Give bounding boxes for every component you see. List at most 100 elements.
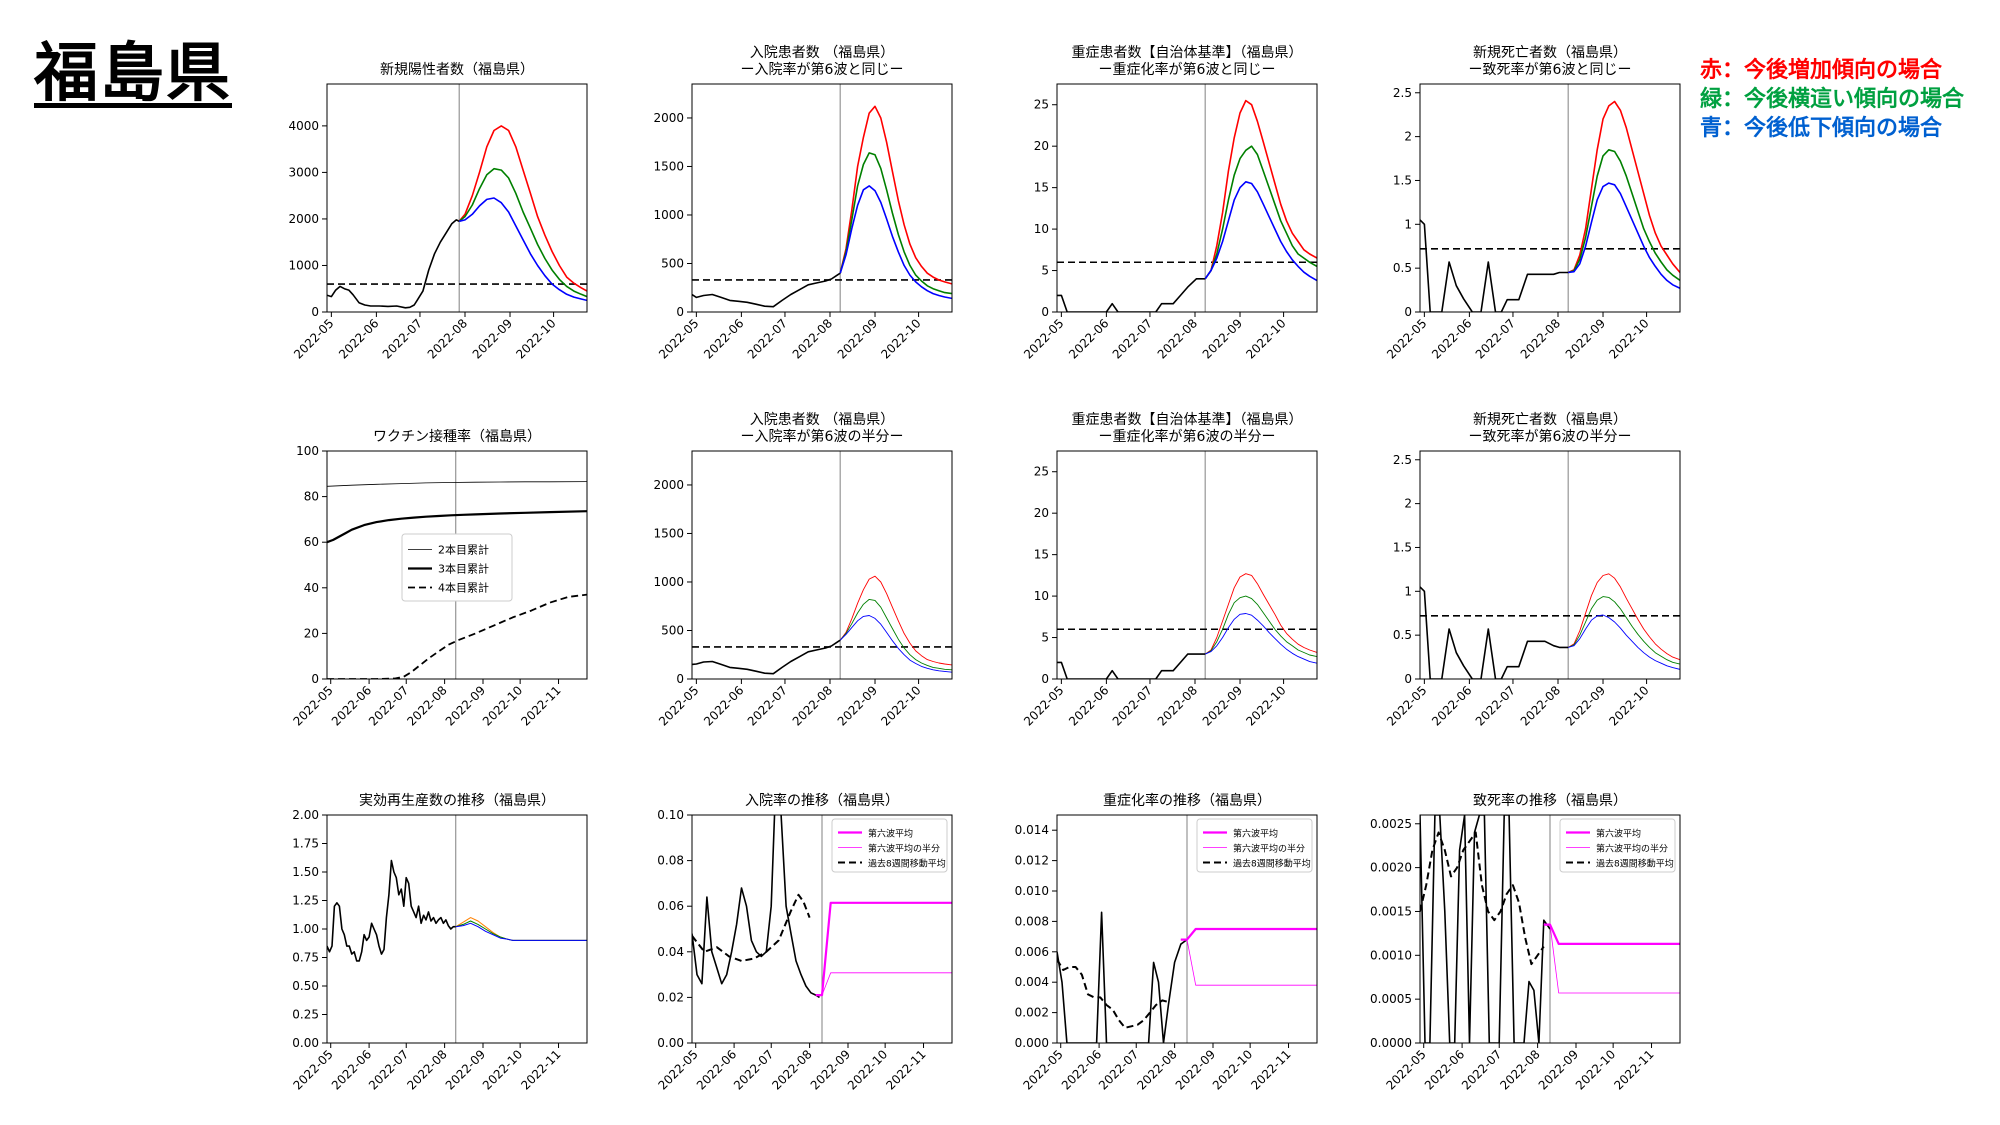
plot-area (1420, 451, 1680, 679)
x-tick-label: 2022-10 (845, 1047, 890, 1092)
plot-frame (1056, 814, 1318, 1044)
x-tick-label: 2022-05 (291, 316, 336, 361)
x-tick-label: 2022-08 (790, 316, 835, 361)
x-tick-label: 2022-10 (480, 1047, 525, 1092)
series-line-3 (1204, 181, 1317, 282)
y-tick-label: 1000 (288, 258, 319, 272)
x-tick-label: 2022-09 (443, 683, 488, 728)
plot-area (692, 815, 952, 1043)
x-tick-label: 2022-08 (1518, 683, 1563, 728)
x-tick-label: 2022-09 (1563, 316, 1608, 361)
chart-title: ワクチン接種率（福島県） (373, 428, 541, 445)
series-line-3 (839, 185, 952, 300)
x-tick-label: 2022-06 (329, 683, 374, 728)
y-tick-label: 10 (1034, 589, 1049, 603)
x-tick-label: 2022-06 (701, 316, 746, 361)
chart-title: ー重症化率が第6波の半分ー (1099, 428, 1276, 445)
plot-frame (1056, 450, 1318, 680)
x-tick-label: 2022-06 (1422, 1047, 1467, 1092)
series-line-2 (1567, 149, 1680, 282)
x-tick-label: 2022-10 (1606, 316, 1651, 361)
series-line-2 (458, 167, 587, 298)
chart-c8: 新規死亡者数（福島県）ー致死率が第6波の半分ー 0 0.5 1 1.5 2 2.5 2022-… (1384, 412, 1681, 729)
series-line-1 (458, 125, 587, 292)
x-tick-label: 2022-05 (656, 316, 701, 361)
chart-title: ー致死率が第6波の半分ー (1469, 428, 1632, 445)
x-tick-label: 2022-10 (878, 683, 923, 728)
series-line-3 (815, 972, 952, 996)
y-tick-label: 0.008 (1015, 914, 1049, 928)
x-tick-label: 2022-06 (336, 316, 381, 361)
y-tick-label: 25 (1034, 465, 1049, 479)
y-tick-label: 0 (676, 672, 684, 686)
plot-frame (1419, 83, 1681, 313)
chart-title: 入院率の推移（福島県） (745, 792, 899, 809)
chart-c6: 入院患者数 （福島県）ー入院率が第6波の半分ー 0 500 1000 1500 2000 2… (653, 412, 953, 729)
y-tick-label: 1.00 (292, 922, 319, 936)
series-line-2 (1543, 923, 1680, 946)
x-tick-label: 2022-10 (878, 316, 923, 361)
x-tick-label: 2022-09 (1563, 683, 1608, 728)
chart-title: 新規死亡者数（福島県） (1473, 412, 1627, 428)
series-line-3 (1568, 614, 1680, 670)
x-tick-label: 2022-09 (1173, 1047, 1218, 1092)
y-tick-label: 0.0010 (1370, 948, 1412, 962)
y-tick-label: 4000 (288, 119, 319, 133)
y-tick-label: 0.012 (1015, 854, 1049, 868)
series-line-1 (327, 510, 587, 544)
plot-area (1057, 815, 1317, 1043)
series-line-0 (1420, 219, 1569, 312)
y-tick-label: 5 (1041, 631, 1049, 645)
y-tick-label: 20 (304, 626, 319, 640)
y-tick-label: 40 (304, 581, 319, 595)
legend-label: 過去8週間移動平均 (868, 858, 946, 870)
legend-label: 第六波平均の半分 (1233, 843, 1305, 855)
legend-label: 第六波平均の半分 (1596, 843, 1668, 855)
series-line-2 (839, 152, 952, 295)
plot-frame (326, 83, 588, 313)
plot-area (1057, 451, 1317, 679)
x-tick-label: 2022-08 (1134, 1047, 1179, 1092)
y-tick-label: 1.25 (292, 894, 319, 908)
series-line-2 (1204, 145, 1317, 280)
series-line-0 (692, 639, 841, 675)
y-tick-label: 0.010 (1015, 884, 1049, 898)
legend-label: 第六波平均 (1596, 828, 1641, 840)
y-tick-label: 0.0015 (1370, 904, 1412, 918)
y-tick-label: 1 (1404, 584, 1412, 598)
plot-frame (1419, 814, 1681, 1044)
chart-title: 重症化率の推移（福島県） (1103, 792, 1271, 809)
series-line-1 (1420, 831, 1545, 966)
x-tick-label: 2022-09 (470, 316, 515, 361)
y-tick-label: 2000 (288, 212, 319, 226)
x-tick-label: 2022-11 (518, 1047, 563, 1092)
x-tick-label: 2022-09 (835, 316, 880, 361)
x-tick-label: 2022-06 (1066, 316, 1111, 361)
y-tick-label: 0.5 (1393, 261, 1412, 275)
series-line-0 (1420, 586, 1569, 679)
y-tick-label: 1.5 (1393, 173, 1412, 187)
plot-area (327, 84, 587, 312)
y-tick-label: 0.014 (1015, 823, 1049, 837)
plot-area (1420, 815, 1680, 1043)
y-tick-label: 25 (1034, 98, 1049, 112)
x-tick-label: 2022-10 (513, 316, 558, 361)
x-tick-label: 2022-08 (1155, 683, 1200, 728)
chart-title: 致死率の推移（福島県） (1473, 792, 1627, 809)
x-tick-label: 2022-05 (655, 1047, 700, 1092)
y-tick-label: 0.06 (657, 899, 684, 913)
plot-area (692, 451, 952, 679)
x-tick-label: 2022-06 (1066, 683, 1111, 728)
y-tick-label: 20 (1034, 139, 1049, 153)
legend-label: 第六波平均 (868, 828, 913, 840)
chart-title: 重症患者数【自治体基準】（福島県） (1072, 411, 1303, 428)
y-tick-label: 2000 (653, 111, 684, 125)
series-line-1 (455, 917, 587, 941)
x-tick-label: 2022-05 (1384, 316, 1429, 361)
x-tick-label: 2022-06 (329, 1047, 374, 1092)
chart-c7: 重症患者数【自治体基準】（福島県）ー重症化率が第6波の半分ー 0 5 10 15 20 25… (1021, 411, 1318, 729)
